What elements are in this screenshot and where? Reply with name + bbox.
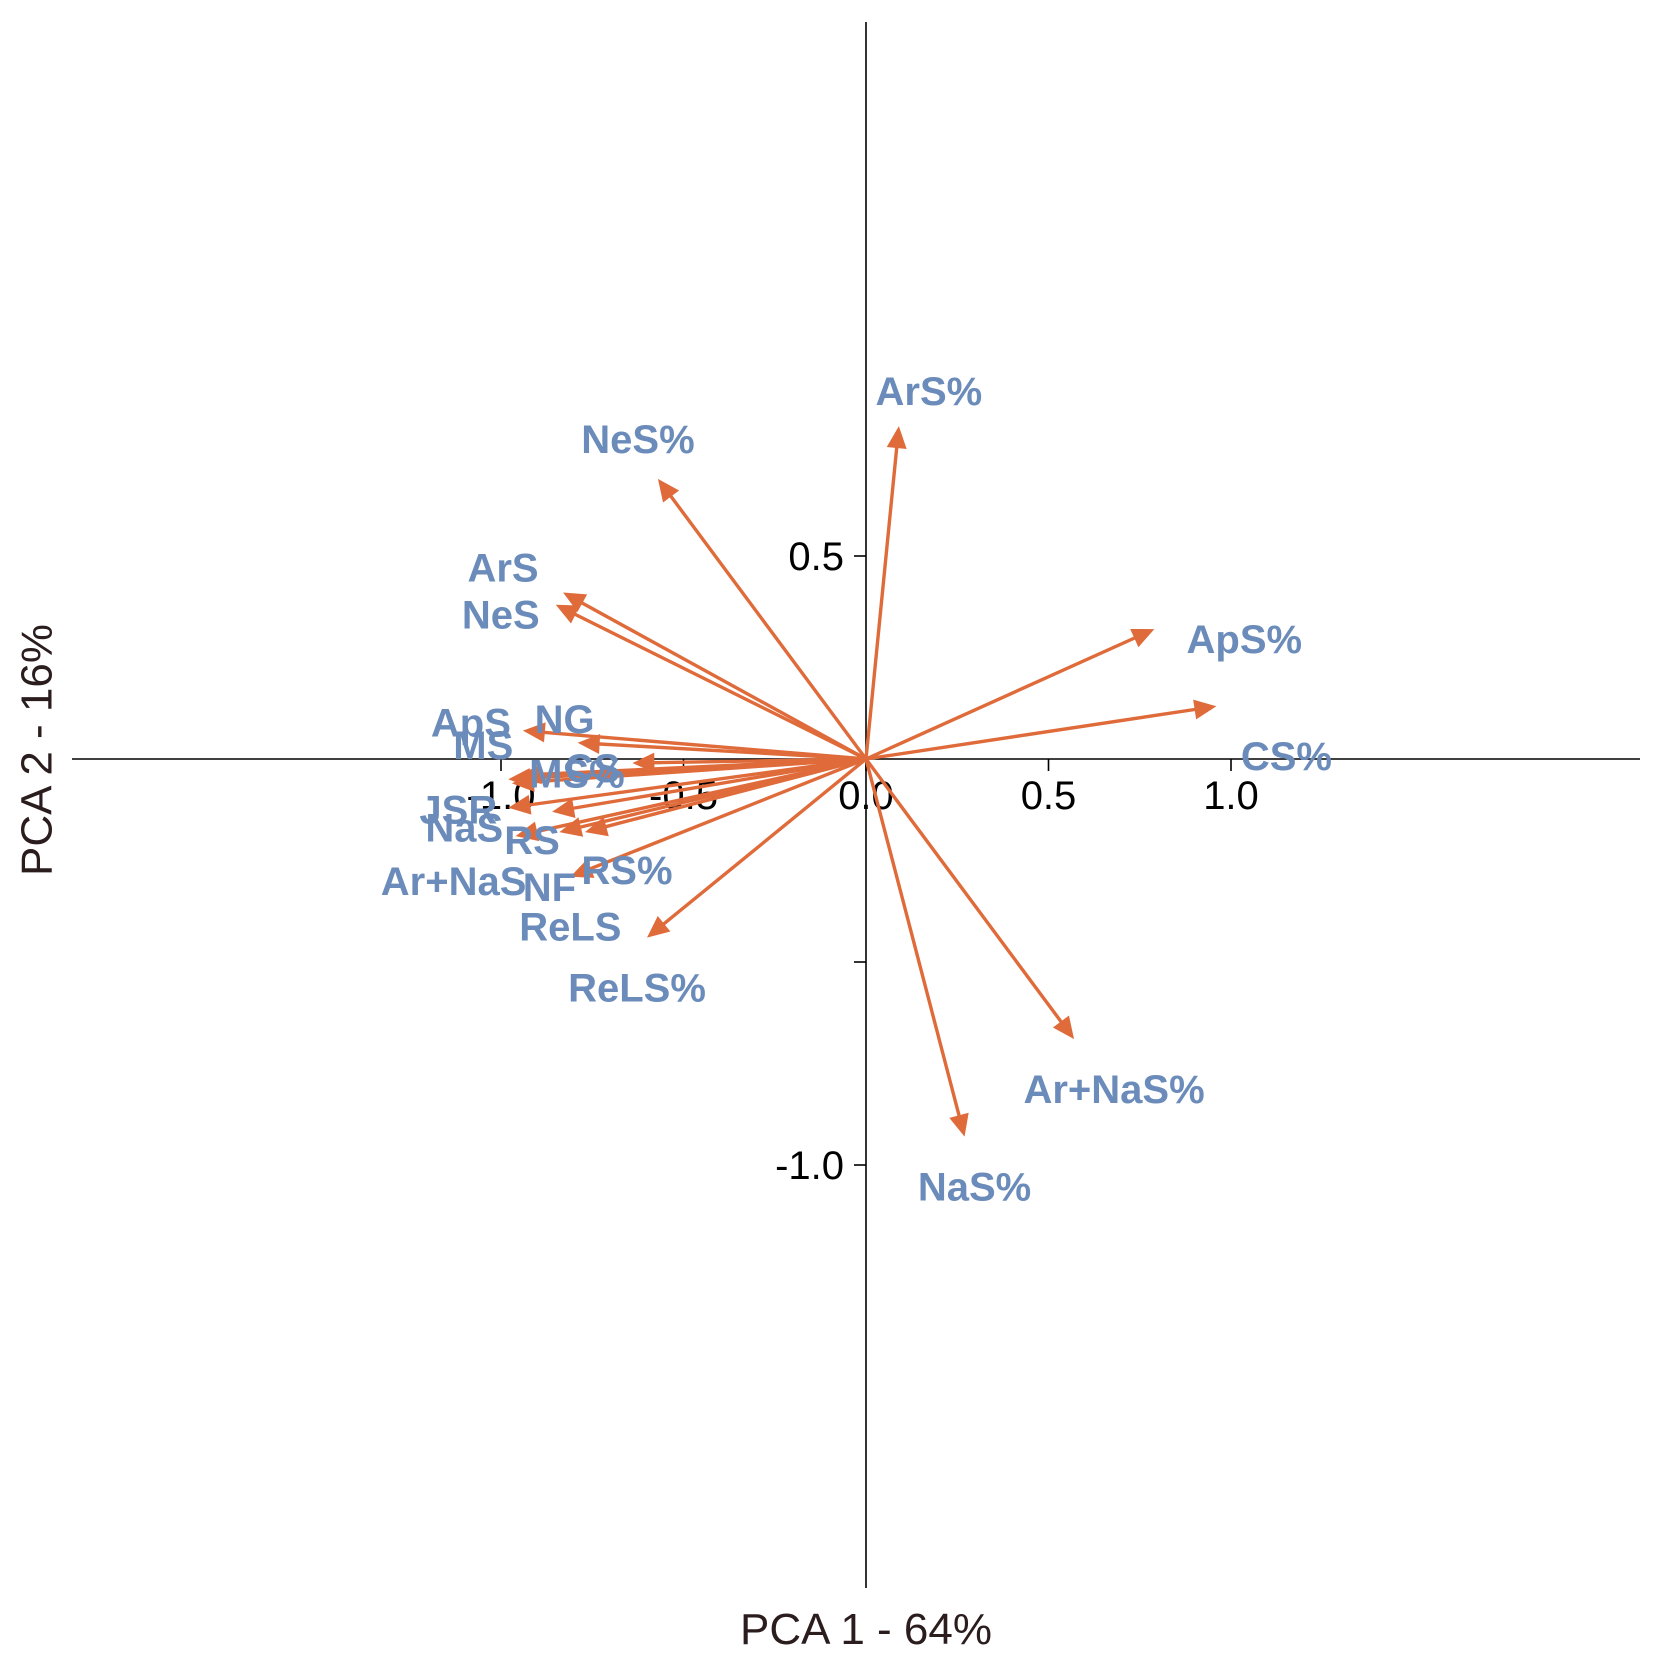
vector-line bbox=[604, 757, 868, 829]
arrowhead bbox=[555, 604, 580, 624]
vector-line bbox=[864, 757, 961, 1117]
vector-JSR bbox=[508, 757, 868, 789]
arrowhead bbox=[559, 817, 584, 837]
vector-ArS bbox=[563, 592, 868, 761]
vector-ReLS% bbox=[647, 757, 868, 938]
vector-line bbox=[864, 636, 1136, 761]
arrowhead bbox=[563, 592, 588, 612]
x-tick-label: 0.5 bbox=[1021, 774, 1077, 818]
vector-label: ArS bbox=[467, 547, 538, 591]
y-axis-title: PCA 2 - 16% bbox=[13, 624, 62, 876]
vector-line bbox=[589, 757, 868, 871]
arrowhead bbox=[1052, 1015, 1075, 1040]
vector-RS bbox=[552, 757, 868, 818]
x-axis-title: PCA 1 - 64% bbox=[740, 1605, 992, 1654]
vector-line bbox=[864, 707, 1197, 761]
x-tick-label: 1.0 bbox=[1203, 774, 1259, 818]
vector-NaS bbox=[508, 757, 868, 815]
vector-label: CS% bbox=[1241, 735, 1332, 779]
vector-line bbox=[528, 757, 868, 780]
arrowhead bbox=[1130, 629, 1155, 648]
arrowhead bbox=[1193, 699, 1217, 720]
vector-ApS% bbox=[864, 629, 1155, 761]
arrowhead bbox=[522, 722, 546, 743]
vector-label: MS% bbox=[529, 752, 625, 796]
vector-Ar+NaS% bbox=[864, 757, 1075, 1040]
vector-line bbox=[528, 757, 868, 807]
vector-label: MS bbox=[453, 724, 513, 768]
arrowhead bbox=[552, 798, 576, 818]
vector-line bbox=[669, 494, 868, 761]
vector-label: CS bbox=[565, 747, 621, 791]
vector-label: NG bbox=[535, 698, 595, 742]
vector-label: ReLS% bbox=[568, 967, 706, 1011]
vector-label: NeS bbox=[462, 594, 540, 638]
vector-ArS% bbox=[864, 426, 907, 761]
arrowhead bbox=[584, 816, 609, 837]
vector-NeS bbox=[555, 604, 868, 761]
vector-CS% bbox=[864, 699, 1217, 761]
arrowhead bbox=[577, 734, 601, 754]
vector-line bbox=[580, 601, 868, 761]
vector-NaS% bbox=[864, 757, 969, 1137]
y-tick-label: 0.5 bbox=[788, 535, 844, 579]
vector-NG bbox=[577, 734, 868, 761]
vector-NeS% bbox=[657, 478, 868, 761]
loading-vectors bbox=[508, 426, 1217, 1137]
y-tick-label: -1.0 bbox=[775, 1144, 844, 1188]
vector-label: NaS% bbox=[918, 1166, 1031, 1210]
vector-label: ApS% bbox=[1187, 618, 1303, 662]
arrowhead bbox=[515, 821, 540, 842]
axes: -1.0 -0.5 0.0 0.5 1.0-1.00.5 bbox=[72, 22, 1640, 1588]
arrowhead bbox=[647, 915, 671, 938]
arrowhead bbox=[949, 1112, 969, 1137]
arrowhead bbox=[508, 794, 532, 815]
vector-label: RS% bbox=[581, 849, 672, 893]
vector-line bbox=[864, 446, 899, 761]
vector-RS% bbox=[584, 757, 868, 837]
arrowhead bbox=[570, 859, 595, 878]
vector-label: ApS bbox=[431, 702, 511, 746]
vector-label: Ar+NaS bbox=[381, 860, 527, 904]
vector-line bbox=[662, 757, 868, 926]
vector-label: NaS bbox=[425, 807, 503, 851]
arrowhead bbox=[508, 768, 531, 789]
vector-label: Ar+NaS% bbox=[1023, 1068, 1204, 1112]
vector-label: JSR bbox=[419, 788, 497, 832]
vector-ReLS bbox=[570, 757, 868, 878]
vector-line bbox=[572, 757, 868, 810]
x-tick-label: 0.0 bbox=[838, 774, 894, 818]
vector-label: NF bbox=[523, 866, 576, 910]
vector-line bbox=[864, 757, 1063, 1024]
vector-line bbox=[573, 612, 868, 761]
vector-label: NeS% bbox=[581, 418, 694, 462]
vector-line bbox=[597, 742, 868, 761]
vector-label: ArS% bbox=[875, 370, 982, 414]
vector-label: RS bbox=[504, 819, 560, 863]
arrowhead bbox=[657, 478, 680, 503]
arrowhead bbox=[886, 426, 907, 449]
vector-label: ReLS bbox=[519, 906, 621, 950]
